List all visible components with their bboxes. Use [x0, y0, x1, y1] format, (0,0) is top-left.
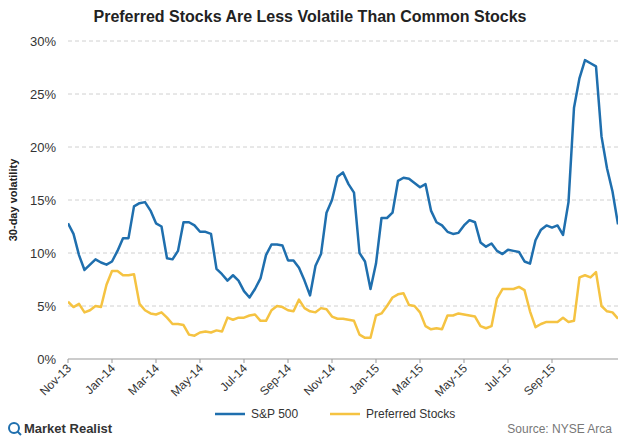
- x-tick: [508, 359, 509, 363]
- x-tick: [156, 359, 157, 363]
- x-tick: [552, 359, 553, 363]
- y-tick-label: 20%: [30, 140, 56, 155]
- y-axis-label: 30-day volatility: [7, 158, 19, 241]
- x-tick: [200, 359, 201, 363]
- y-tick-label: 0%: [37, 352, 56, 367]
- legend-swatch: [330, 413, 360, 416]
- brand: Market Realist: [24, 421, 113, 436]
- x-tick: [68, 359, 69, 363]
- x-tick: [376, 359, 377, 363]
- grid-line: [68, 41, 618, 42]
- legend-swatch: [215, 413, 245, 416]
- logo-icon: [18, 432, 22, 436]
- source: Source: NYSE Arca: [507, 422, 612, 436]
- grid-line: [68, 200, 618, 201]
- series-line: [68, 60, 618, 297]
- x-tick-label: May-15: [432, 361, 470, 399]
- grid-line: [68, 306, 618, 307]
- legend-label: Preferred Stocks: [366, 407, 455, 421]
- x-tick-label: Jan-15: [346, 361, 382, 397]
- y-tick-label: 25%: [30, 87, 56, 102]
- y-tick-label: 15%: [30, 193, 56, 208]
- x-tick-label: Nov-13: [37, 361, 74, 398]
- x-tick-label: Mar-14: [125, 361, 162, 398]
- y-tick-label: 5%: [37, 299, 56, 314]
- chart: Preferred Stocks Are Less Volatile Than …: [0, 0, 620, 443]
- title: Preferred Stocks Are Less Volatile Than …: [93, 8, 526, 25]
- x-tick: [420, 359, 421, 363]
- plot-area: [68, 60, 618, 338]
- y-tick-label: 10%: [30, 246, 56, 261]
- grid-line: [68, 94, 618, 95]
- y-tick-label: 30%: [30, 34, 56, 49]
- x-tick: [112, 359, 113, 363]
- series-line: [68, 271, 618, 338]
- x-tick-label: Nov-14: [301, 361, 338, 398]
- x-tick-label: Jan-14: [82, 361, 118, 397]
- x-tick: [464, 359, 465, 363]
- x-tick-label: Mar-15: [389, 361, 426, 398]
- x-axis-line: [68, 359, 618, 360]
- legend-label: S&P 500: [251, 407, 298, 421]
- x-tick: [244, 359, 245, 363]
- grid-line: [68, 253, 618, 254]
- x-tick-label: Jul-15: [481, 361, 514, 394]
- x-tick-label: Sep-15: [521, 361, 558, 398]
- x-tick-label: May-14: [168, 361, 206, 399]
- x-tick: [288, 359, 289, 363]
- x-tick-label: Jul-14: [217, 361, 250, 394]
- y-axis-line: [68, 41, 69, 359]
- x-tick: [332, 359, 333, 363]
- grid-line: [68, 147, 618, 148]
- x-tick-label: Sep-14: [257, 361, 294, 398]
